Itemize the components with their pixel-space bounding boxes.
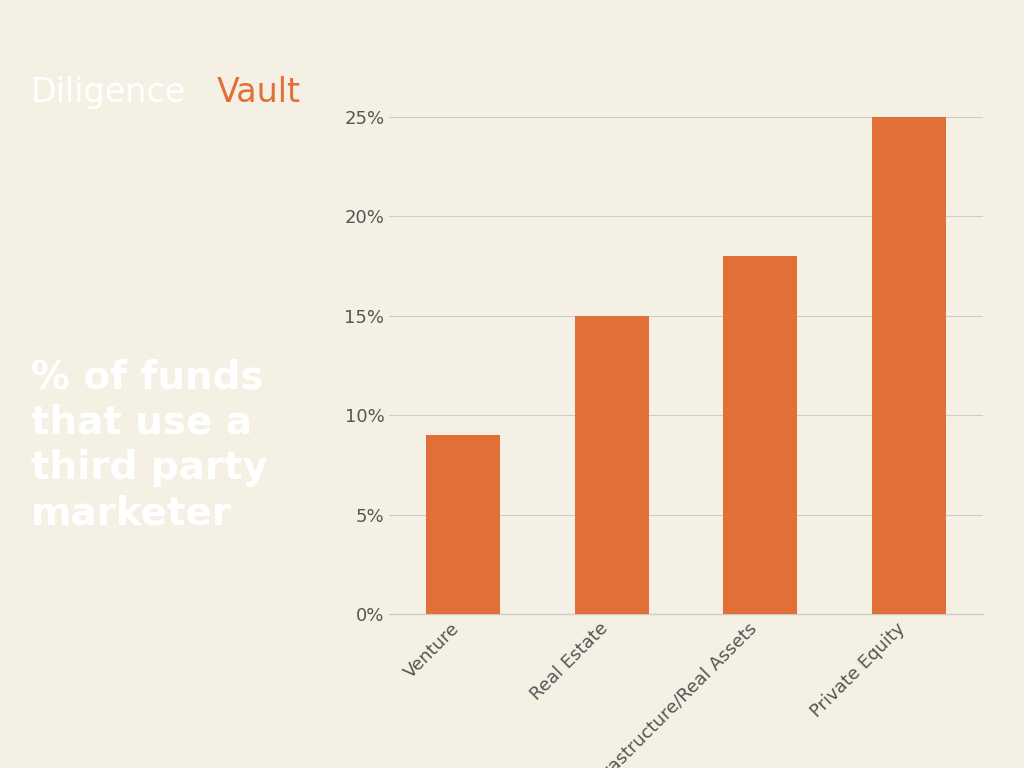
Bar (723, 256, 798, 614)
Bar (574, 316, 649, 614)
Text: % of funds
that use a
third party
marketer: % of funds that use a third party market… (31, 358, 267, 533)
Text: Vault: Vault (217, 76, 301, 108)
Bar (426, 435, 501, 614)
Bar (871, 117, 946, 614)
Text: Diligence: Diligence (31, 76, 186, 108)
